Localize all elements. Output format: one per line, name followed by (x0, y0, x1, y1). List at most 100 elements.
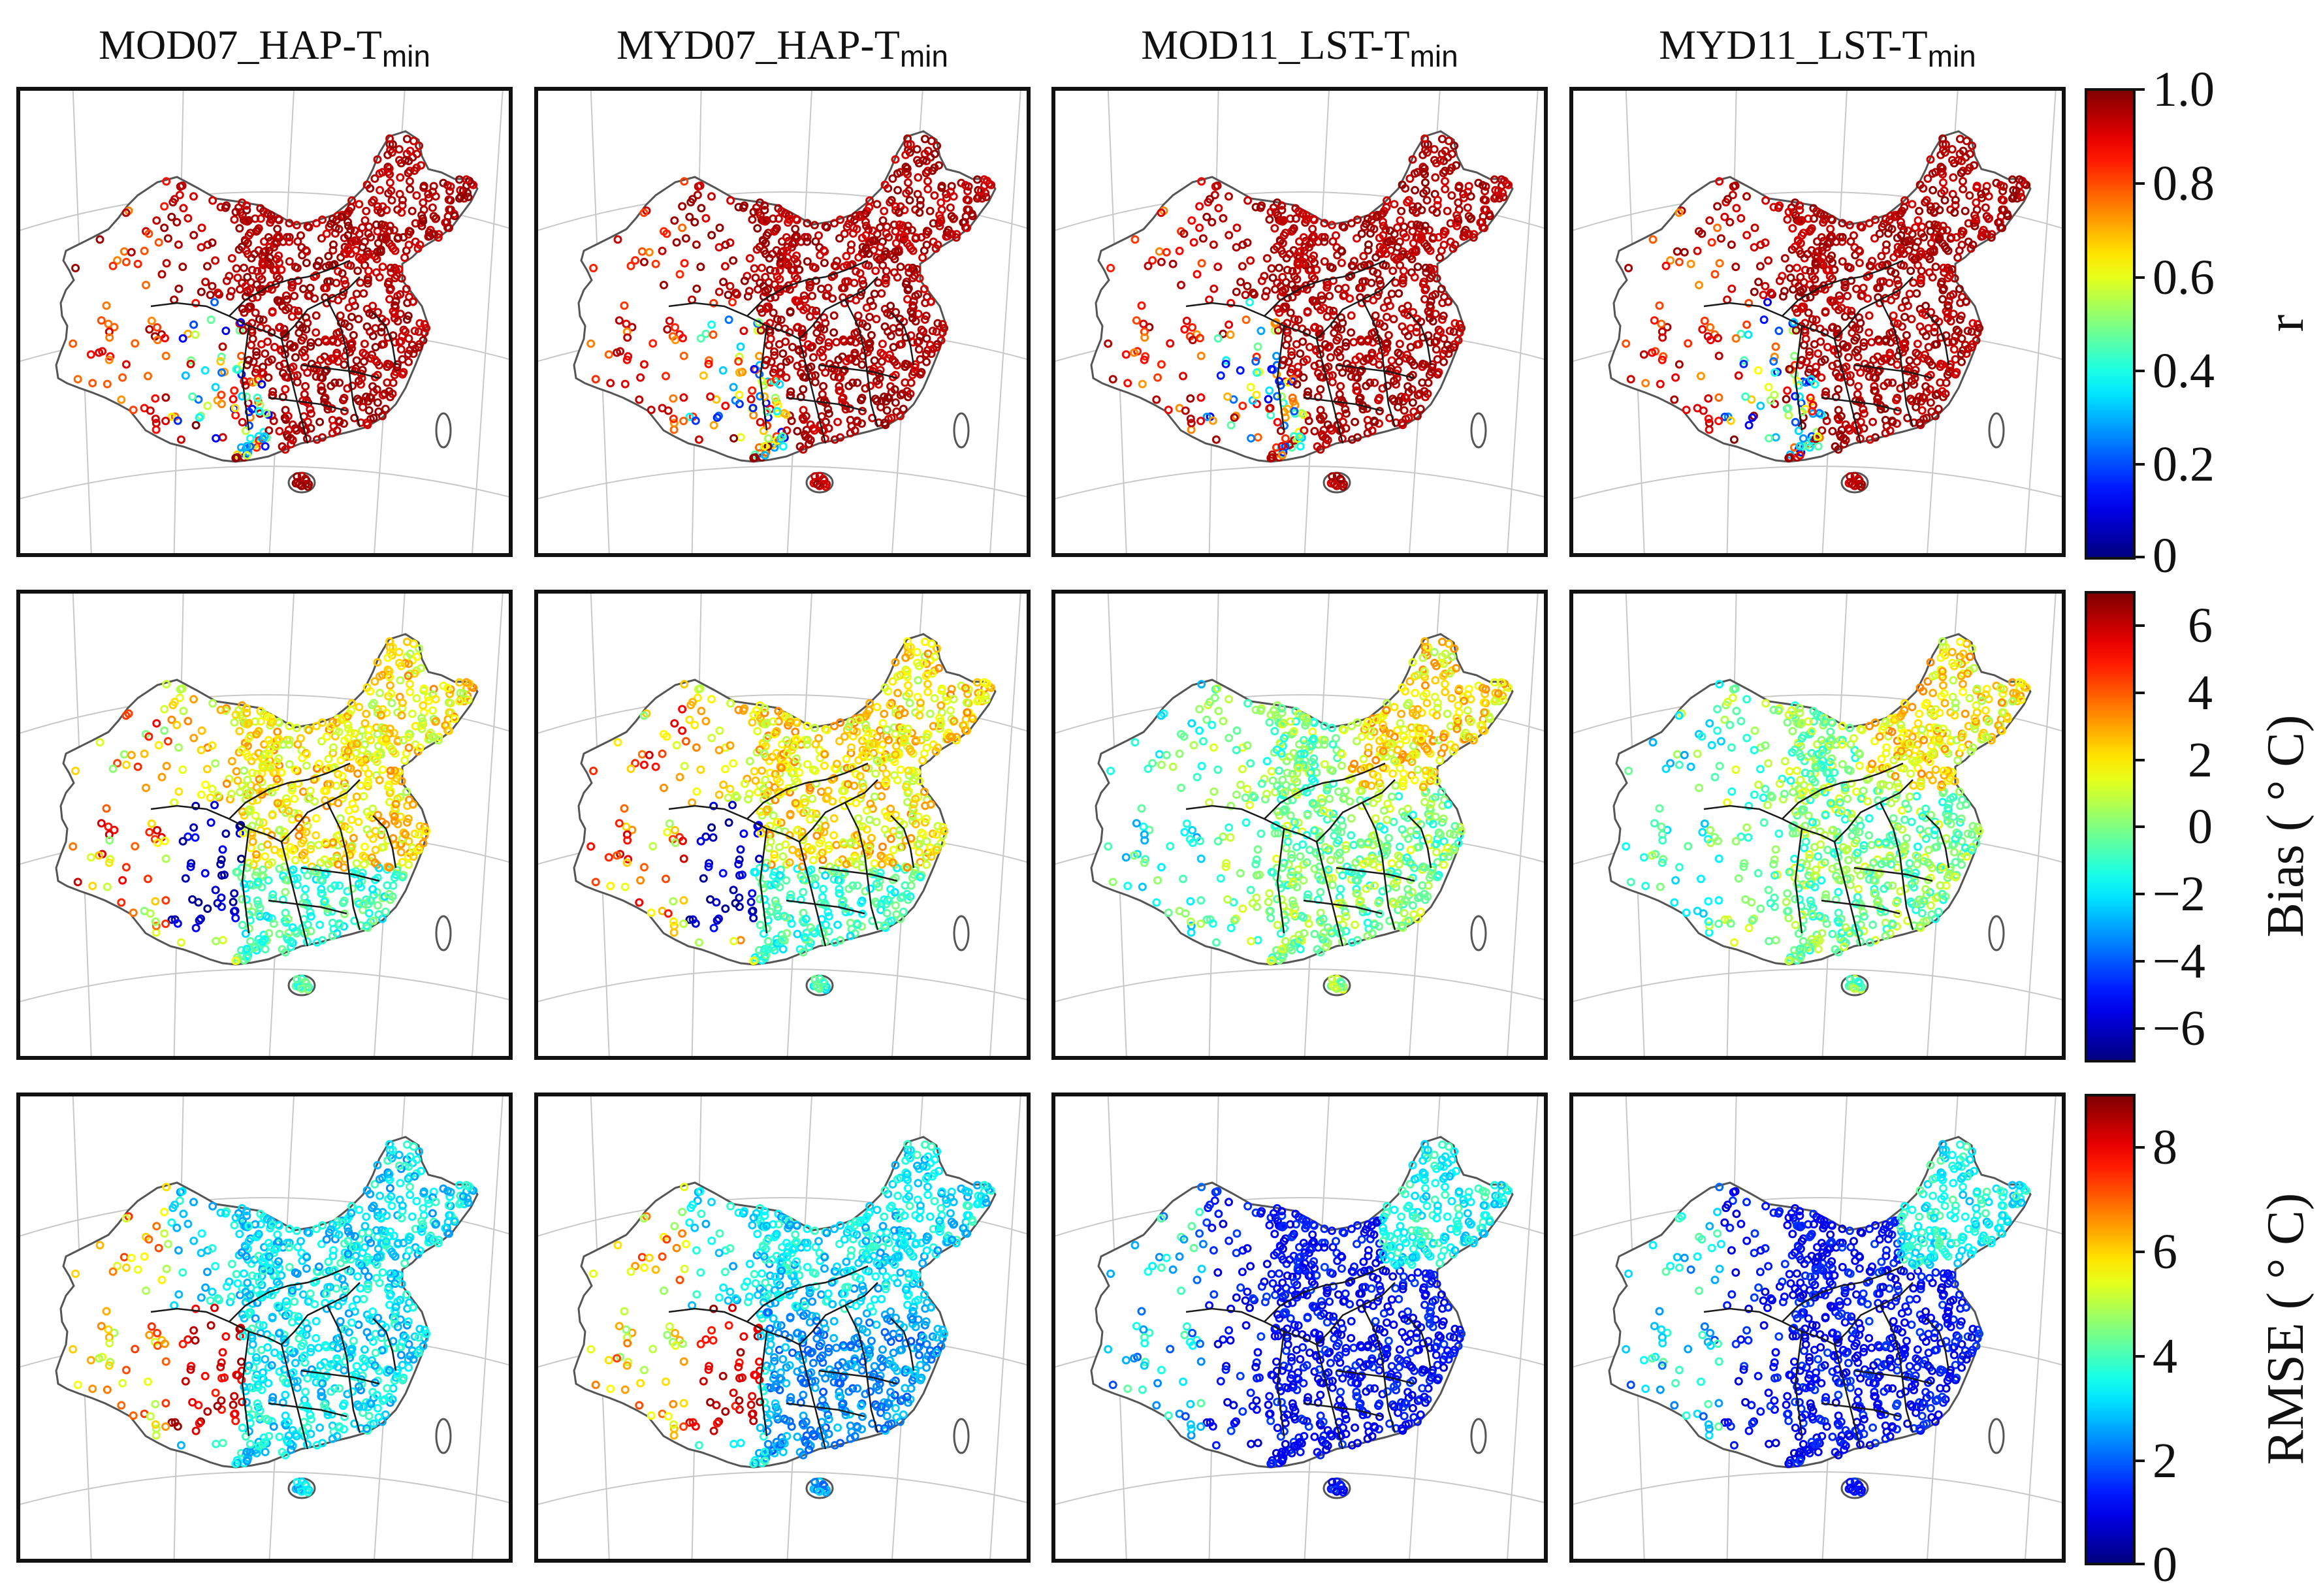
station-marker (377, 825, 386, 835)
station-marker (178, 181, 187, 190)
station-marker (1164, 406, 1173, 415)
province-boundary (1303, 396, 1383, 412)
station-marker (288, 420, 297, 429)
station-marker (709, 923, 718, 933)
station-marker (622, 319, 631, 328)
station-marker (1288, 393, 1297, 402)
station-marker (829, 328, 839, 337)
station-marker (1832, 369, 1840, 377)
station-marker (163, 737, 172, 746)
station-marker (208, 281, 217, 291)
station-marker (898, 221, 907, 230)
station-marker (462, 678, 471, 687)
station-marker (884, 232, 893, 242)
station-marker (406, 688, 415, 697)
station-marker (891, 155, 900, 164)
station-marker (241, 884, 250, 893)
station-marker (861, 244, 871, 253)
station-marker (1378, 209, 1387, 218)
station-marker (696, 334, 705, 343)
station-marker (1908, 253, 1917, 262)
station-marker (1927, 407, 1936, 416)
station-marker (824, 405, 833, 414)
station-marker (748, 386, 757, 395)
station-marker (840, 283, 849, 293)
province-boundary (1879, 299, 1914, 428)
station-marker (1295, 432, 1304, 441)
taiwan-outline (435, 915, 452, 951)
station-marker (1750, 411, 1758, 421)
station-marker (1888, 417, 1897, 426)
station-marker (803, 759, 812, 769)
station-marker (1439, 168, 1448, 178)
station-marker (118, 876, 127, 885)
province-boundary (1264, 259, 1386, 317)
station-marker (884, 354, 893, 363)
station-marker (647, 406, 656, 415)
station-marker (1435, 253, 1445, 262)
station-marker (901, 665, 910, 675)
station-marker (282, 798, 291, 807)
station-marker (834, 858, 843, 867)
station-marker (312, 831, 321, 840)
station-marker (359, 860, 368, 869)
station-marker (170, 697, 179, 707)
station-marker (1316, 385, 1325, 394)
station-marker (664, 406, 673, 415)
station-marker (187, 859, 196, 868)
station-marker (735, 353, 744, 361)
station-marker (208, 784, 217, 793)
station-marker (380, 724, 389, 733)
station-marker (810, 929, 819, 938)
station-marker (1821, 308, 1830, 317)
station-marker (1213, 263, 1223, 272)
station-marker (341, 782, 350, 791)
station-marker (918, 253, 927, 262)
station-marker (412, 150, 421, 159)
station-marker (406, 146, 415, 155)
station-marker (1657, 319, 1666, 328)
station-marker (1457, 324, 1466, 332)
station-marker (242, 206, 251, 215)
station-marker (387, 268, 396, 277)
station-marker (1279, 231, 1289, 240)
station-marker (161, 837, 169, 846)
station-marker (835, 382, 844, 391)
station-marker (383, 881, 392, 890)
station-marker (620, 379, 630, 389)
station-marker (374, 741, 383, 750)
station-marker (760, 246, 769, 255)
station-marker (792, 231, 801, 240)
station-marker (283, 914, 293, 923)
station-marker (317, 889, 326, 898)
station-marker (1106, 264, 1115, 272)
station-marker (227, 757, 236, 766)
map-canvas (538, 594, 1027, 1056)
station-marker (1328, 377, 1337, 387)
station-marker (699, 371, 708, 380)
station-marker (809, 353, 818, 362)
station-marker (899, 231, 908, 240)
station-marker (1383, 296, 1392, 306)
station-marker (88, 882, 97, 891)
station-marker (1742, 320, 1752, 329)
station-marker (399, 325, 408, 334)
graticule-line (538, 968, 1027, 1002)
station-marker (272, 774, 281, 784)
station-marker (1422, 186, 1431, 195)
station-marker (1761, 238, 1770, 247)
station-marker (1420, 360, 1429, 369)
station-marker (857, 287, 866, 296)
station-marker (1713, 202, 1722, 211)
station-marker (206, 315, 216, 325)
station-marker (227, 790, 236, 799)
station-marker (1903, 226, 1912, 235)
station-marker (1784, 404, 1793, 413)
station-marker (1409, 308, 1418, 317)
station-marker (1266, 453, 1275, 462)
station-marker (777, 261, 786, 270)
station-marker (1808, 407, 1817, 416)
station-marker (417, 724, 426, 733)
station-marker (1655, 301, 1664, 310)
station-marker (242, 704, 251, 713)
